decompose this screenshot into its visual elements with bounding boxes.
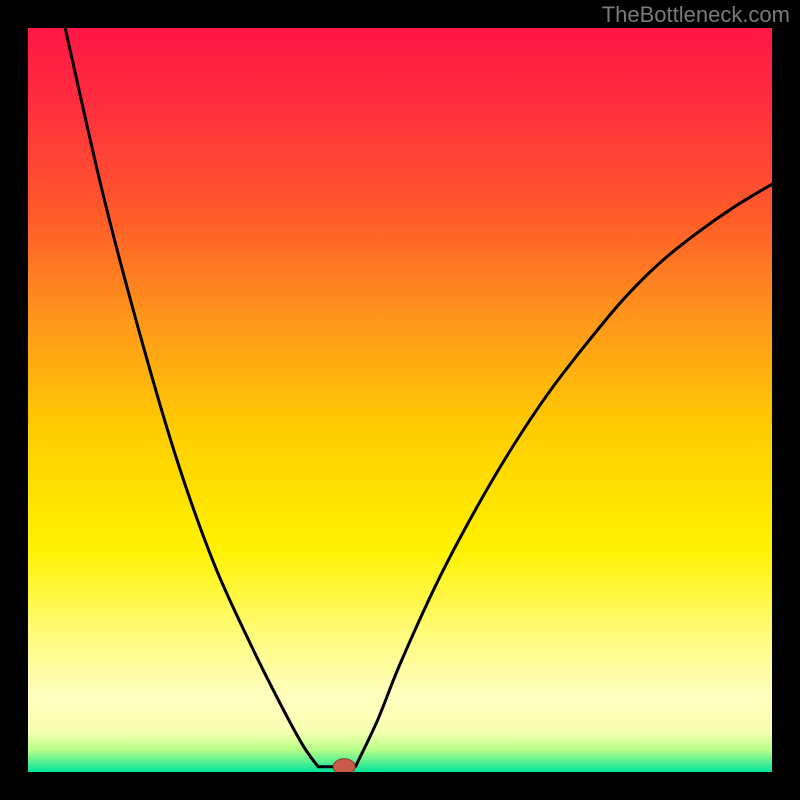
chart-frame: TheBottleneck.com	[0, 0, 800, 800]
bottleneck-chart	[0, 0, 800, 800]
